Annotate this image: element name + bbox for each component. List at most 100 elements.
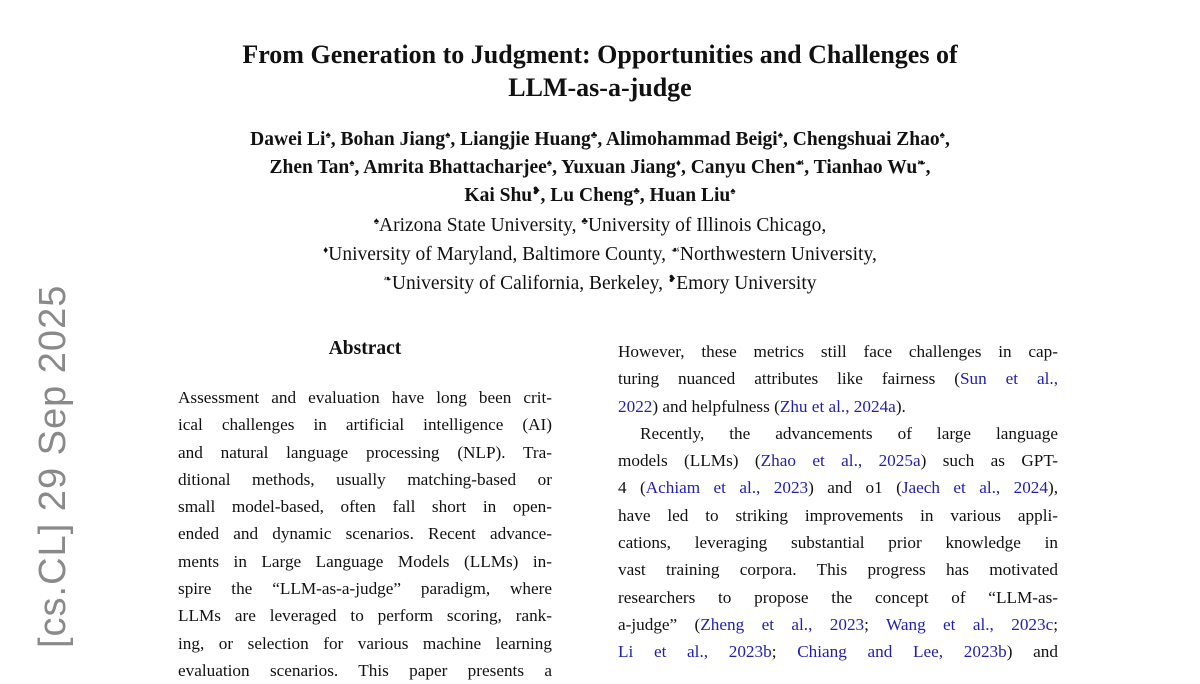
author-line: Zhen Tan♠, Amrita Bhattacharjee♠, Yuxuan… [269,157,931,178]
text-line: a-judge” (Zheng et al., 2023; Wang et al… [618,611,1058,638]
author-name: Alimohammad Beigi [606,129,778,150]
text-line: Assessment and evaluation have long been… [178,384,552,411]
text-span: ditional methods, usually matching-based… [178,469,552,489]
author-name: Bohan Jiang [340,129,446,150]
citation-link[interactable]: Zhao et al., 2025a [760,451,921,471]
citation-link[interactable]: Li et al., 2023b [618,642,772,662]
abstract-heading: Abstract [328,338,402,359]
affiliation-mark: ♠ [373,216,380,227]
text-line: 2022) and helpfulness (Zhu et al., 2024a… [618,393,1058,420]
citation-link[interactable]: Jaech et al., 2024 [901,478,1048,498]
text-line: vast training corpora. This progress has… [618,556,1058,583]
author-name: Dawei Li [250,129,326,150]
text-span: spire the “LLM-as-a-judge” paradigm, whe… [178,579,552,599]
text-span: ) and helpfulness ( [652,396,780,416]
affiliation-mark: ☙ [670,245,680,256]
affiliation-mark: ♠ [546,158,553,169]
text-span: Assessment and evaluation have long been… [178,388,552,407]
affiliation-mark: ♠ [445,130,451,141]
text-line: Li et al., 2023b; Chiang and Lee, 2023b)… [618,638,1058,665]
text-span: a-judge” ( [618,614,701,634]
affiliation-mark: ☙ [795,158,805,169]
text-span: LLMs are leveraged to perform scoring, r… [178,606,552,626]
affiliation-mark: ♠ [777,130,784,141]
affiliation-mark: ♠ [730,186,736,197]
author-name: Lu Cheng [550,185,634,206]
text-span: ; [771,642,798,662]
affiliation-mark: ♣ [581,216,588,227]
affiliation-line: ♦University of Maryland, Baltimore Count… [323,244,877,265]
paper-title: From Generation to Judgment: Opportuniti… [0,38,1200,104]
author-name: Liangjie Huang [460,129,591,150]
author-line: Dawei Li♠, Bohan Jiang♠, Liangjie Huang♣… [250,129,950,150]
text-line: Recently, the advancements of large lang… [618,420,1058,447]
affiliation-name: Emory University [676,273,817,294]
text-line: ended and dynamic scenarios. Recent adva… [178,520,552,547]
text-span: Recently, the advancements of large lang… [640,423,1058,443]
text-span: ), [1047,478,1059,498]
affiliation-mark: ❧ [383,274,392,285]
text-line: and natural language processing (NLP). T… [178,439,552,466]
affiliation-mark: ♦ [675,158,681,169]
affiliation-mark: ♠ [349,158,355,169]
citation-link[interactable]: Wang et al., 2023c [886,614,1054,634]
text-line: 4 (Achiam et al., 2023) and o1 (Jaech et… [618,474,1058,501]
text-line: spire the “LLM-as-a-judge” paradigm, whe… [178,575,552,602]
text-line: LLMs are leveraged to perform scoring, r… [178,602,552,629]
text-line: ing, or selection for various machine le… [178,630,552,657]
author-name: Huan Liu [649,185,731,206]
text-line: cations, leveraging substantial prior kn… [618,529,1058,556]
author-name: Zhen Tan [269,157,350,178]
text-span: ). [895,396,906,416]
text-span: However, these metrics still face challe… [618,342,1058,361]
affiliation-line: ♠Arizona State University, ♣University o… [373,215,827,236]
text-line: evaluation scenarios. This paper present… [178,657,552,684]
text-line: ments in Large Language Models (LLMs) in… [178,548,552,575]
text-span: 4 ( [618,478,646,498]
author-name: Tianhao Wu [813,157,918,178]
affiliation-name: University of Illinois Chicago [587,215,822,236]
text-line: small model-based, often fall short in o… [178,493,552,520]
text-span: ; [864,614,886,634]
author-list: Dawei Li♠, Bohan Jiang♠, Liangjie Huang♣… [0,126,1200,210]
author-name: Chengshuai Zhao [792,129,940,150]
text-span: ; [1053,614,1059,634]
text-line: However, these metrics still face challe… [618,338,1058,365]
text-line: have led to striking improvements in var… [618,502,1058,529]
text-line: models (LLMs) (Zhao et al., 2025a) such … [618,447,1058,474]
citation-link[interactable]: Achiam et al., 2023 [645,478,809,498]
author-name: Kai Shu [464,185,533,206]
affiliation-mark: ♣ [633,186,640,197]
citation-link[interactable]: Zheng et al., 2023 [700,614,865,634]
text-span: ) and [1006,642,1058,662]
text-line: researchers to propose the concept of “L… [618,584,1058,611]
text-line: turing nuanced attributes like fairness … [618,365,1058,392]
text-span: vast training corpora. This progress has… [618,560,1058,580]
author-name: Yuxuan Jiang [561,157,676,178]
text-span: turing nuanced attributes like fairness … [618,369,960,389]
affiliation-list: ♠Arizona State University, ♣University o… [0,211,1200,298]
affiliation-mark: ♦ [323,245,329,256]
text-span: researchers to propose the concept of “L… [618,587,1058,607]
text-span: cations, leveraging substantial prior kn… [618,533,1058,553]
text-span: ical challenges in artificial intelligen… [178,415,552,435]
introduction-body: However, these metrics still face challe… [618,338,1058,666]
citation-link[interactable]: Zhu et al., 2024a [779,396,896,416]
citation-link[interactable]: 2022 [618,396,653,416]
affiliation-mark: ♠ [325,130,331,141]
abstract-body: Assessment and evaluation have long been… [178,384,552,684]
text-span: and natural language processing (NLP). T… [178,442,552,462]
author-line: Kai Shu❥, Lu Cheng♣, Huan Liu♠ [464,185,736,206]
affiliation-mark: ❧ [917,158,926,169]
text-span: ing, or selection for various machine le… [178,633,552,653]
text-line: ical challenges in artificial intelligen… [178,411,552,438]
citation-link[interactable]: Sun et al., [959,369,1058,389]
title-line: LLM-as-a-judge [508,73,692,102]
text-span: ended and dynamic scenarios. Recent adva… [178,524,552,544]
citation-link[interactable]: Chiang and Lee, 2023b [797,642,1007,662]
affiliation-name: University of Maryland, Baltimore County [328,244,662,265]
affiliation-line: ❧University of California, Berkeley, ❥Em… [383,273,817,294]
affiliation-name: Arizona State University [379,215,572,236]
affiliation-name: Northwestern University [679,244,872,265]
affiliation-mark: ♠ [939,130,945,141]
